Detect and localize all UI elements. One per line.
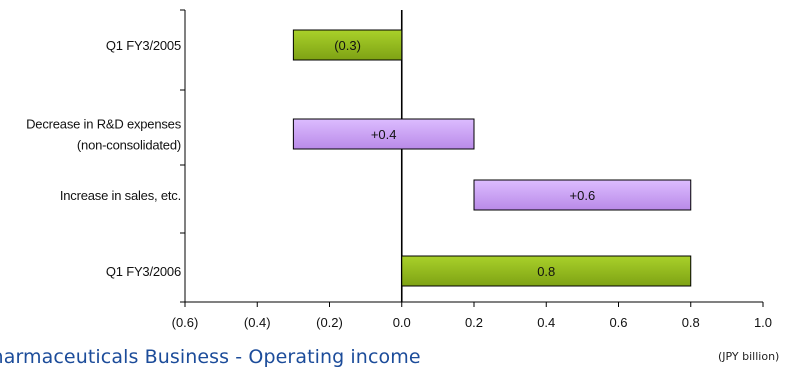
category-label-4: Q1 FY3/2006	[106, 264, 181, 279]
category-label-3: Increase in sales, etc.	[60, 188, 181, 203]
data-labels: (0.3) +0.4 +0.6 0.8	[334, 38, 595, 279]
x-tick-label: 0.0	[393, 315, 411, 330]
bars	[292, 29, 692, 287]
bar-1	[292, 29, 403, 61]
unit-note: (JPY billion)	[718, 350, 780, 363]
x-tick-label: 0.8	[682, 315, 700, 330]
x-tick-label: 1.0	[754, 315, 772, 330]
category-label-2-line-2: (non-consolidated)	[77, 138, 181, 153]
x-tick-label: (0.2)	[316, 315, 343, 330]
x-tick-label: (0.4)	[244, 315, 271, 330]
bar-2	[292, 118, 475, 150]
tick-labels: (0.6) (0.4) (0.2) 0.0 0.2 0.4 0.6 0.8 1.0	[172, 315, 772, 330]
data-label-4: 0.8	[537, 264, 555, 279]
x-tick-label: 0.4	[537, 315, 555, 330]
category-label-2-line-1: Decrease in R&D expenses	[26, 117, 182, 132]
data-label-1: (0.3)	[334, 38, 361, 53]
data-label-3: +0.6	[570, 188, 596, 203]
x-tick-label: 0.2	[465, 315, 483, 330]
category-label-1: Q1 FY3/2005	[106, 38, 181, 53]
data-label-2: +0.4	[371, 127, 397, 142]
category-labels: Q1 FY3/2005 Decrease in R&D expenses (non-…	[26, 38, 182, 279]
x-tick-label: (0.6)	[172, 315, 199, 330]
bar-3	[473, 179, 692, 211]
x-tick-label: 0.6	[609, 315, 627, 330]
bar-4	[401, 255, 692, 287]
chart-title: Pharmaceuticals Business - Operating inc…	[0, 346, 421, 368]
